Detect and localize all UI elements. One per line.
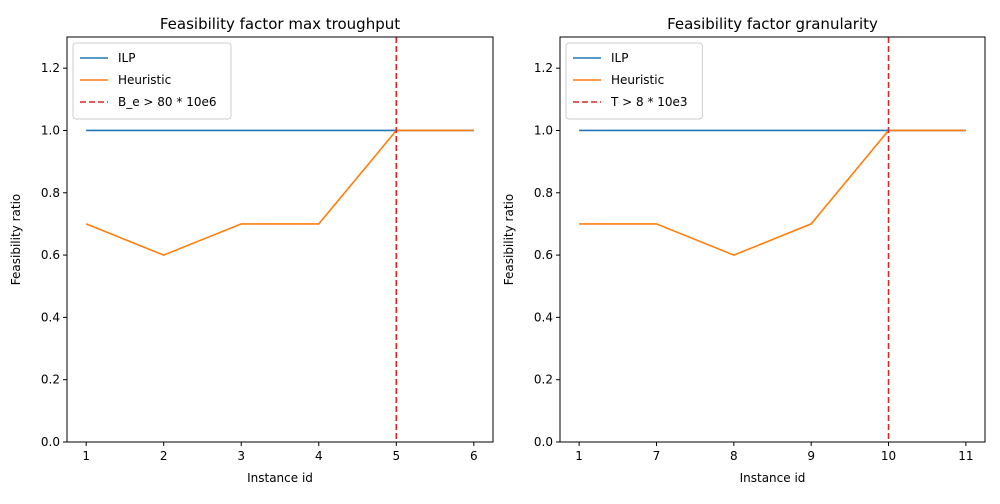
legend-label: B_e > 80 * 10e6	[118, 95, 216, 109]
x-tick-label: 8	[730, 449, 738, 463]
legend-label: Heuristic	[611, 73, 664, 87]
y-tick-label: 0.0	[41, 435, 60, 449]
legend-box	[565, 42, 703, 120]
series-line-heuristic	[579, 129, 966, 256]
x-tick-label: 4	[315, 449, 323, 463]
y-axis-label: Feasibility ratio	[502, 194, 516, 285]
x-axis-label: Instance id	[247, 471, 313, 485]
series-line-heuristic	[85, 129, 474, 256]
x-tick-label: 3	[237, 449, 245, 463]
x-tick-label: 1	[82, 449, 90, 463]
y-tick-label: 0.6	[41, 248, 60, 262]
y-tick-label: 0.2	[534, 373, 553, 387]
plot-frame	[66, 36, 494, 443]
legend-label: T > 8 * 10e3	[610, 95, 688, 109]
y-tick-label: 1.2	[534, 61, 553, 75]
y-tick-label: 0.4	[41, 310, 60, 324]
x-axis-label: Instance id	[740, 471, 806, 485]
x-tick-label: 6	[470, 449, 478, 463]
x-tick-label: 7	[653, 449, 661, 463]
x-tick-label: 5	[392, 449, 400, 463]
plot-frame	[559, 36, 986, 443]
legend-label: ILP	[118, 51, 135, 65]
legend: ILP Heuristic T > 8 * 10e3	[565, 42, 703, 120]
chart-title: Feasibility factor max troughput	[160, 15, 400, 33]
y-axis-label: Feasibility ratio	[9, 194, 23, 285]
x-tick-label: 10	[881, 449, 896, 463]
chart-panel-2: Feasibility factor granularity 0.0 0.2 0.4 0…	[502, 15, 986, 485]
legend-box	[72, 42, 232, 120]
legend-label: Heuristic	[118, 73, 171, 87]
x-tick-label: 9	[807, 449, 815, 463]
y-tick-label: 0.4	[534, 310, 553, 324]
y-tick-label: 1.0	[41, 123, 60, 137]
legend-label: ILP	[611, 51, 628, 65]
legend: ILP Heuristic B_e > 80 * 10e6	[72, 42, 232, 120]
y-tick-label: 0.2	[41, 373, 60, 387]
y-tick-label: 0.6	[534, 248, 553, 262]
x-tick-label: 2	[160, 449, 168, 463]
x-tick-label: 1	[575, 449, 583, 463]
y-tick-label: 0.8	[534, 186, 553, 200]
y-tick-label: 1.2	[41, 61, 60, 75]
chart-panel-1: Feasibility factor max troughput 0.0 0.2 0.…	[9, 15, 494, 485]
x-tick-label: 11	[958, 449, 973, 463]
chart-title: Feasibility factor granularity	[667, 15, 878, 33]
y-tick-label: 0.0	[534, 435, 553, 449]
y-tick-label: 1.0	[534, 123, 553, 137]
y-tick-label: 0.8	[41, 186, 60, 200]
